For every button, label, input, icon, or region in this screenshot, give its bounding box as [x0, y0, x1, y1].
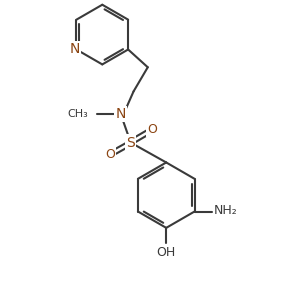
Text: N: N	[116, 107, 126, 121]
Text: O: O	[105, 148, 115, 161]
Text: N: N	[70, 43, 80, 56]
Text: CH₃: CH₃	[67, 109, 88, 119]
Text: O: O	[147, 123, 157, 136]
Text: OH: OH	[157, 246, 176, 259]
Text: NH₂: NH₂	[214, 204, 237, 217]
Text: S: S	[126, 136, 135, 149]
